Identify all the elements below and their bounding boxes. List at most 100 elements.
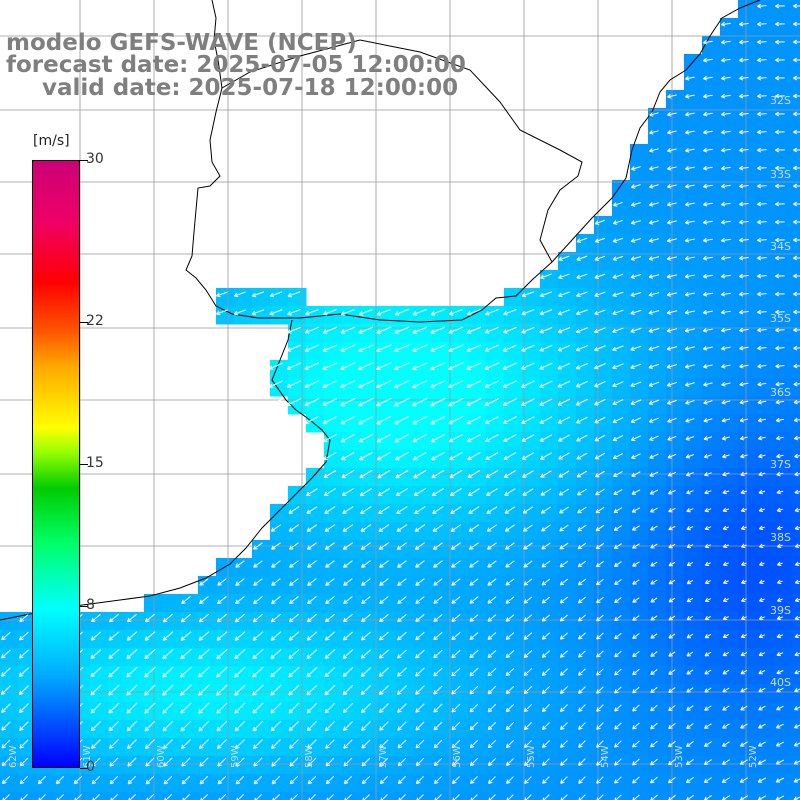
wind-arrow bbox=[466, 362, 482, 371]
wind-cell bbox=[540, 684, 559, 703]
wind-arrow bbox=[306, 649, 318, 659]
wind-cell bbox=[594, 288, 613, 307]
wind-arrow bbox=[361, 739, 371, 749]
wind-cell bbox=[324, 684, 343, 703]
wind-cell bbox=[306, 774, 325, 793]
wind-arrow bbox=[668, 561, 676, 567]
wind-arrow bbox=[539, 380, 553, 388]
wind-cell bbox=[558, 612, 577, 631]
wind-cell bbox=[792, 594, 800, 613]
wind-arrow bbox=[396, 524, 408, 532]
wind-cell bbox=[414, 468, 433, 487]
wind-cell bbox=[504, 630, 523, 649]
wind-cell bbox=[18, 666, 37, 685]
wind-arrow bbox=[412, 308, 428, 316]
wind-arrow bbox=[630, 417, 642, 424]
wind-arrow bbox=[668, 615, 676, 621]
wind-arrow bbox=[505, 703, 515, 713]
wind-arrow bbox=[630, 202, 641, 207]
wind-arrow bbox=[757, 291, 767, 297]
wind-arrow bbox=[793, 201, 800, 207]
wind-arrow bbox=[216, 702, 228, 714]
wind-cell bbox=[576, 396, 595, 415]
wind-arrow bbox=[684, 292, 696, 297]
wind-arrow bbox=[559, 578, 569, 586]
wind-arrow bbox=[484, 380, 500, 389]
wind-cell bbox=[306, 756, 325, 775]
wind-arrow bbox=[757, 21, 767, 27]
wind-cell bbox=[774, 126, 793, 145]
wind-arrow bbox=[289, 560, 299, 568]
wind-arrow bbox=[523, 560, 533, 568]
wind-cell bbox=[792, 108, 800, 127]
wind-arrow bbox=[521, 452, 535, 460]
wind-cell bbox=[684, 180, 703, 199]
wind-arrow bbox=[523, 542, 533, 550]
wind-cell bbox=[576, 270, 595, 289]
wind-arrow bbox=[199, 757, 209, 767]
wind-arrow bbox=[686, 543, 694, 549]
wind-cell bbox=[90, 738, 109, 757]
wind-arrow bbox=[630, 309, 642, 315]
wind-cell bbox=[720, 126, 739, 145]
wind-cell bbox=[702, 594, 721, 613]
wind-arrow bbox=[775, 795, 785, 800]
wind-cell bbox=[540, 486, 559, 505]
wind-arrow bbox=[594, 291, 606, 298]
wind-cell bbox=[630, 648, 649, 667]
wind-cell bbox=[612, 216, 631, 235]
wind-cell bbox=[414, 324, 433, 343]
wind-arrow bbox=[397, 560, 407, 568]
wind-cell bbox=[234, 756, 253, 775]
wind-arrow bbox=[793, 273, 800, 279]
wind-cell bbox=[594, 702, 613, 721]
wind-arrow bbox=[704, 651, 712, 657]
wind-arrow bbox=[757, 417, 767, 423]
wind-cell bbox=[756, 720, 775, 739]
wind-arrow bbox=[741, 579, 747, 584]
wind-cell bbox=[666, 666, 685, 685]
wind-arrow bbox=[557, 380, 571, 388]
wind-cell bbox=[270, 378, 289, 397]
wind-cell bbox=[486, 378, 505, 397]
wind-cell bbox=[504, 324, 523, 343]
wind-arrow bbox=[361, 775, 371, 785]
wind-cell bbox=[576, 450, 595, 469]
wind-cell bbox=[558, 522, 577, 541]
wind-cell bbox=[180, 612, 199, 631]
wind-arrow bbox=[631, 525, 640, 531]
wind-cell bbox=[504, 288, 523, 307]
wind-cell bbox=[306, 396, 325, 415]
wind-cell bbox=[234, 594, 253, 613]
wind-cell bbox=[342, 324, 361, 343]
wind-cell bbox=[774, 270, 793, 289]
wind-cell bbox=[468, 738, 487, 757]
wind-arrow bbox=[632, 579, 640, 585]
wind-arrow bbox=[666, 292, 678, 297]
wind-cell bbox=[666, 738, 685, 757]
wind-arrow bbox=[468, 506, 480, 514]
wind-cell bbox=[180, 774, 199, 793]
wind-cell bbox=[396, 342, 415, 361]
wind-arrow bbox=[649, 166, 659, 171]
wind-arrow bbox=[667, 435, 677, 441]
wind-arrow bbox=[162, 648, 174, 660]
wind-cell bbox=[540, 738, 559, 757]
wind-arrow bbox=[523, 668, 533, 677]
wind-arrow bbox=[576, 452, 588, 460]
wind-arrow bbox=[414, 524, 426, 532]
wind-cell bbox=[216, 666, 235, 685]
wind-cell bbox=[756, 252, 775, 271]
wind-cell bbox=[540, 504, 559, 523]
wind-arrow bbox=[686, 705, 694, 711]
forecast-date: forecast date: 2025-07-05 12:00:00 bbox=[6, 52, 466, 78]
wind-arrow bbox=[451, 560, 461, 568]
wind-arrow bbox=[614, 722, 622, 730]
wind-arrow bbox=[144, 631, 156, 641]
wind-arrow bbox=[684, 328, 696, 333]
wind-cell bbox=[684, 342, 703, 361]
wind-arrow bbox=[721, 111, 731, 117]
wind-cell bbox=[306, 648, 325, 667]
wind-cell bbox=[414, 702, 433, 721]
wind-arrow bbox=[776, 579, 783, 585]
